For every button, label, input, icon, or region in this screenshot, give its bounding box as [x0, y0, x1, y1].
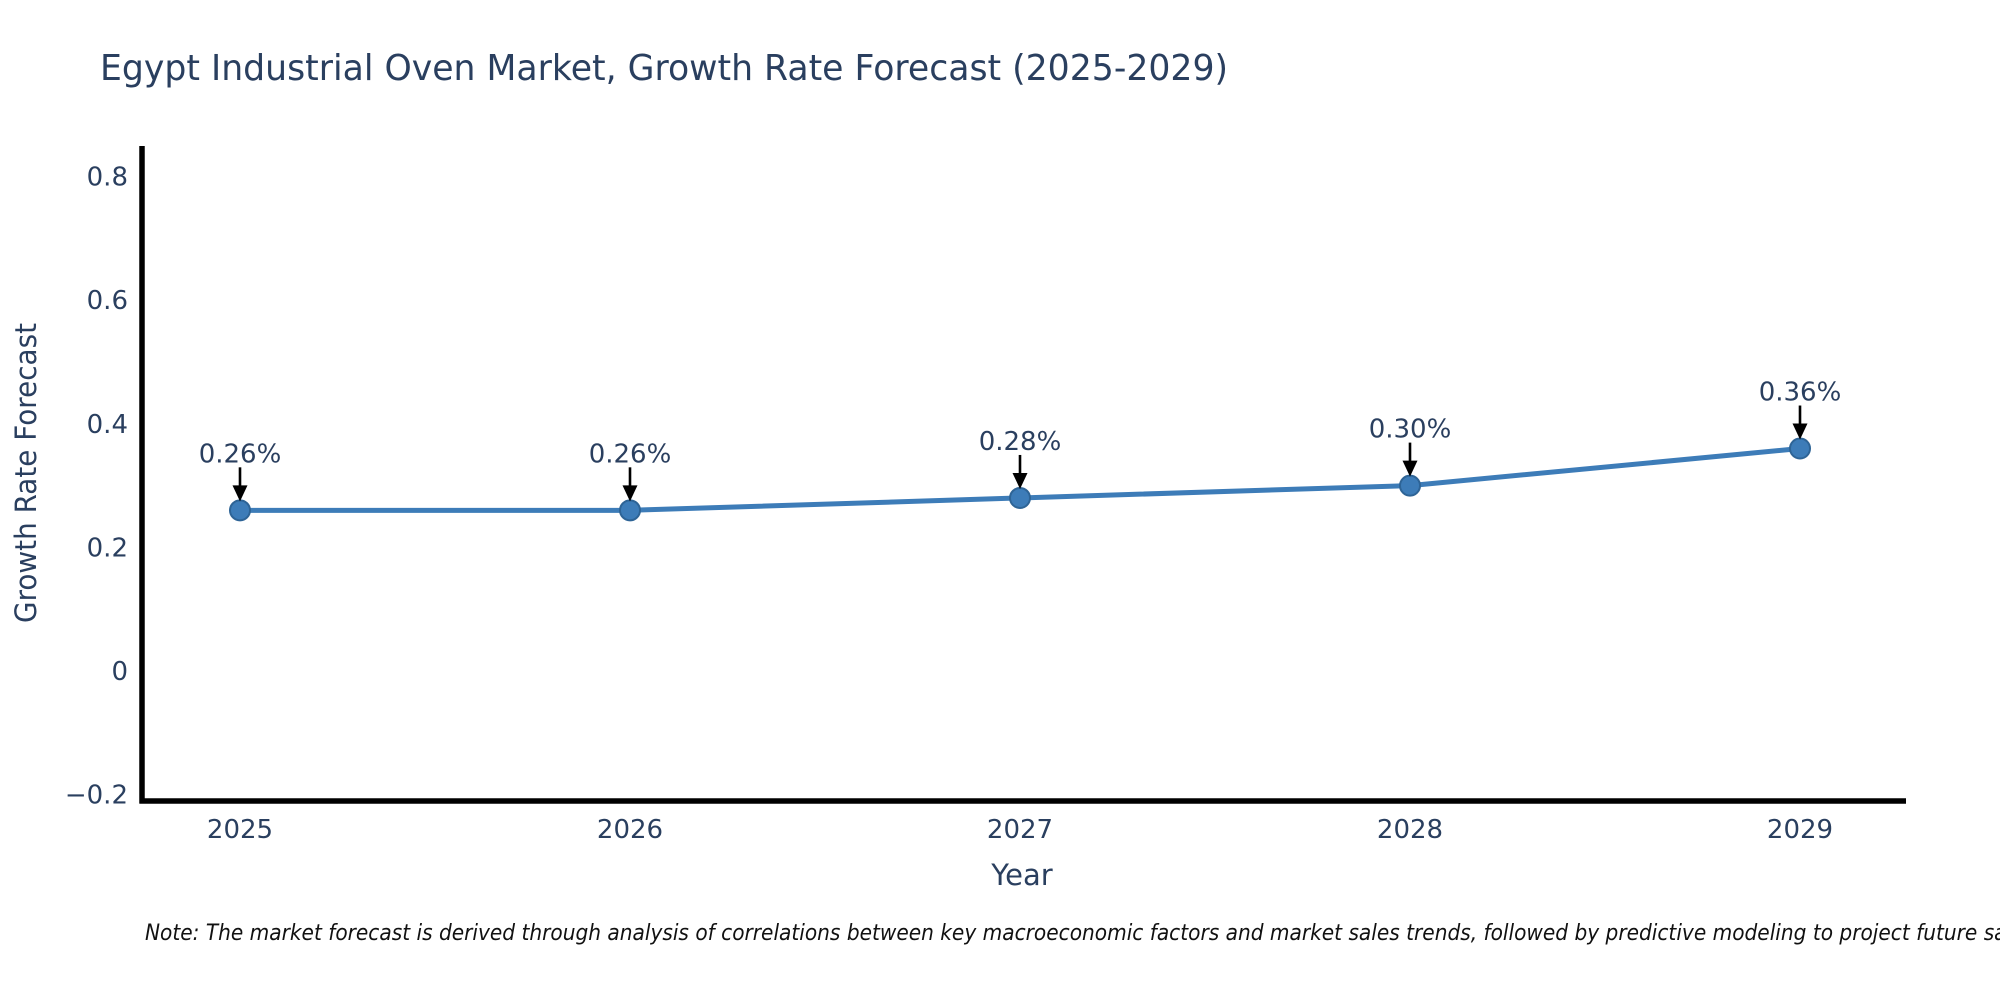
x-tick-label: 2028: [1377, 815, 1443, 845]
y-tick-label: 0: [111, 657, 128, 687]
chart-title: Egypt Industrial Oven Market, Growth Rat…: [100, 48, 1228, 89]
data-point-marker: [1399, 474, 1421, 497]
data-point-marker: [229, 499, 251, 522]
data-point-marker: [619, 499, 641, 522]
x-axis-tick-labels: 2025 2026 2027 2028 2029: [207, 815, 1833, 845]
annotation-arrowhead-icon: [1402, 460, 1418, 477]
data-point-marker: [1009, 486, 1031, 509]
annotation-arrowhead-icon: [622, 485, 638, 502]
y-axis-title: Growth Rate Forecast: [9, 323, 43, 623]
annotation-arrowhead-icon: [232, 485, 248, 502]
x-tick-label: 2026: [597, 815, 663, 845]
data-point-label: 0.36%: [1759, 378, 1842, 408]
annotation-arrowhead-icon: [1012, 472, 1028, 489]
data-point-marker: [1789, 437, 1811, 460]
data-point-label: 0.26%: [199, 439, 282, 469]
y-tick-label: 0.8: [87, 163, 128, 193]
data-point-label: 0.28%: [979, 427, 1062, 457]
data-point-label: 0.30%: [1369, 415, 1452, 445]
footnote: Note: The market forecast is derived thr…: [145, 921, 2000, 946]
y-tick-label: 0.4: [87, 410, 128, 440]
x-tick-label: 2027: [987, 815, 1053, 845]
x-tick-label: 2025: [207, 815, 273, 845]
y-tick-label: 0.2: [87, 533, 128, 563]
annotation-arrowhead-icon: [1792, 423, 1808, 440]
data-point-label: 0.26%: [589, 439, 672, 469]
x-tick-label: 2029: [1767, 815, 1833, 845]
point-annotations: 0.26% 0.26% 0.28% 0.30% 0.36%: [199, 378, 1842, 502]
axes: [139, 146, 1906, 804]
growth-rate-series: [229, 437, 1811, 522]
x-axis-title: Year: [990, 858, 1052, 892]
y-tick-label: −0.2: [65, 781, 128, 811]
y-tick-label: 0.6: [87, 286, 128, 316]
y-axis-tick-labels: 0.8 0.6 0.4 0.2 0 −0.2: [65, 163, 128, 811]
